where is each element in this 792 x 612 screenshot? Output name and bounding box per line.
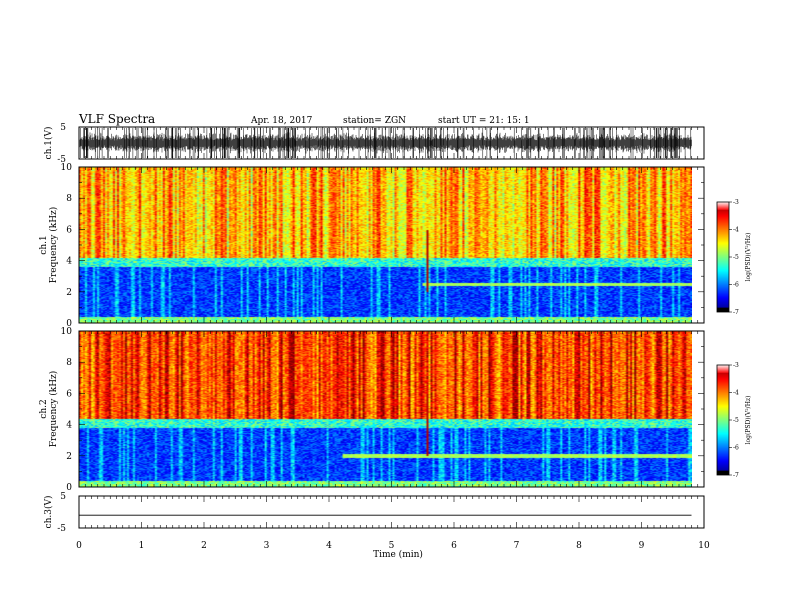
ch2-spectrogram-image	[79, 331, 692, 487]
ch1-spectrogram-image	[79, 167, 692, 323]
y-tick-label: 2	[66, 288, 72, 298]
ch1-noise-path	[79, 132, 692, 154]
ch1-waveform-panel: ch.1(V) 5 -5	[43, 123, 705, 165]
colorbar-tick-label: -6	[733, 282, 739, 289]
ch2-colorbar-image	[717, 365, 729, 475]
colorbar-tick-label: -5	[733, 254, 739, 261]
ch3-wave-ytick-top: 5	[60, 492, 66, 502]
x-tick-label: 10	[698, 541, 710, 551]
y-tick-label: 4	[66, 257, 72, 267]
x-tick-label: 3	[264, 541, 270, 551]
y-tick-label: 6	[66, 389, 72, 399]
y-tick-label: 0	[66, 483, 72, 493]
x-tick-label: 0	[76, 541, 82, 551]
ch2-colorbar-label: log(PSD)(V²/Hz)	[745, 396, 752, 445]
figure-title: VLF Spectra	[78, 112, 155, 126]
x-tick-label: 5	[389, 541, 395, 551]
y-tick-label: 2	[66, 452, 72, 462]
x-tick-label: 4	[326, 541, 332, 551]
ch1-colorbar-label: log(PSD)(V²/Hz)	[745, 233, 752, 282]
ch1-colorbar: -3 -4 -5 -6 -7 log(PSD)(V²/Hz)	[716, 199, 752, 316]
ch2-spec-channel-label: ch.2	[39, 399, 49, 418]
colorbar-tick-label: -6	[733, 445, 739, 452]
ch1-waveform-trace	[79, 128, 692, 158]
ch3-waveform-panel: ch.3(V) 5 -5 0 1 2 3 4 5 6 7 8 9 10 Time (min)	[43, 492, 710, 560]
ch2-spec-ylabel: Frequency (kHz)	[48, 371, 59, 448]
colorbar-tick-label: -4	[733, 227, 739, 234]
colorbar-tick-label: -5	[733, 417, 739, 424]
x-tick-label: 1	[139, 541, 145, 551]
colorbar-tick-label: -7	[733, 309, 739, 316]
x-axis-label: Time (min)	[373, 549, 423, 560]
x-tick-label: 6	[451, 541, 457, 551]
header-station: station= ZGN	[343, 116, 406, 126]
x-tick-label: 8	[576, 541, 582, 551]
colorbar-tick-label: -3	[733, 362, 739, 369]
y-tick-label: 0	[66, 319, 72, 329]
ch1-waveform-ylabel: ch.1(V)	[43, 127, 54, 160]
ch1-spec-ylabel: Frequency (kHz)	[48, 207, 59, 284]
ch2-spectrogram-panel: ch.2 Frequency (kHz) 0 2 4 6 8 10	[39, 327, 705, 493]
x-tick-label: 9	[639, 541, 645, 551]
y-tick-label: 6	[66, 225, 72, 235]
ch3-waveform-ylabel: ch.3(V)	[43, 496, 54, 529]
ch2-colorbar: -3 -4 -5 -6 -7 log(PSD)(V²/Hz)	[716, 362, 752, 479]
y-tick-label: 10	[61, 327, 73, 337]
ch1-wave-ytick-top: 5	[60, 123, 66, 133]
y-tick-label: 8	[66, 194, 72, 204]
x-tick-label: 2	[201, 541, 207, 551]
header-date: Apr. 18, 2017	[250, 116, 313, 126]
ch1-wave-ytick-bottom: -5	[57, 155, 66, 165]
colorbar-tick-label: -3	[733, 199, 739, 206]
header-start-time: start UT = 21: 15: 1	[438, 116, 530, 126]
ch1-colorbar-image	[717, 202, 729, 312]
x-tick-label: 7	[514, 541, 520, 551]
y-tick-label: 8	[66, 358, 72, 368]
colorbar-tick-label: -4	[733, 390, 739, 397]
y-tick-label: 4	[66, 421, 72, 431]
colorbar-tick-label: -7	[733, 472, 739, 479]
ch1-spike-path	[80, 128, 692, 158]
y-tick-label: 10	[61, 163, 73, 173]
ch3-wave-ytick-bottom: -5	[57, 524, 66, 534]
ch1-spec-channel-label: ch.1	[39, 235, 49, 254]
ch1-spectrogram-panel: ch.1 Frequency (kHz) 0 2 4 6 8 10	[39, 163, 705, 329]
